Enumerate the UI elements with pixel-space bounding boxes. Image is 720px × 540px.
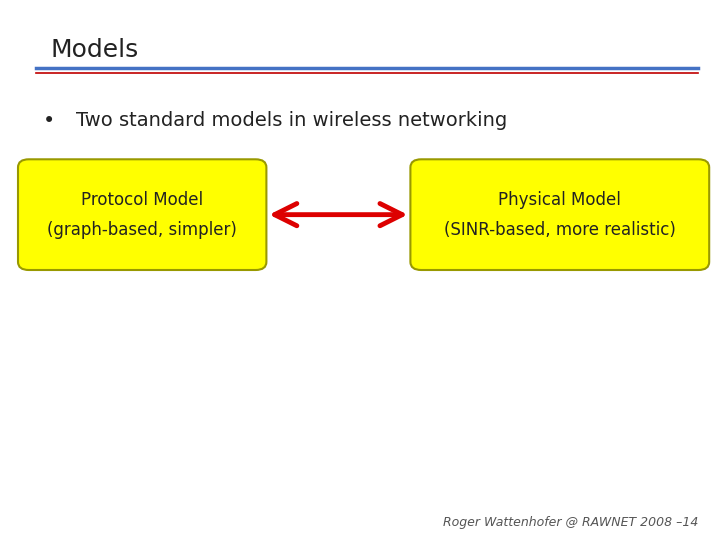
Text: Two standard models in wireless networking: Two standard models in wireless networki… bbox=[76, 111, 507, 130]
Text: (graph-based, simpler): (graph-based, simpler) bbox=[48, 221, 237, 239]
Text: •: • bbox=[43, 111, 55, 131]
Text: (SINR-based, more realistic): (SINR-based, more realistic) bbox=[444, 221, 676, 239]
FancyBboxPatch shape bbox=[18, 159, 266, 270]
FancyBboxPatch shape bbox=[410, 159, 709, 270]
Text: Physical Model: Physical Model bbox=[498, 191, 621, 208]
Text: Roger Wattenhofer @ RAWNET 2008 –14: Roger Wattenhofer @ RAWNET 2008 –14 bbox=[443, 516, 698, 529]
Text: Protocol Model: Protocol Model bbox=[81, 191, 203, 208]
Text: Models: Models bbox=[50, 38, 139, 62]
